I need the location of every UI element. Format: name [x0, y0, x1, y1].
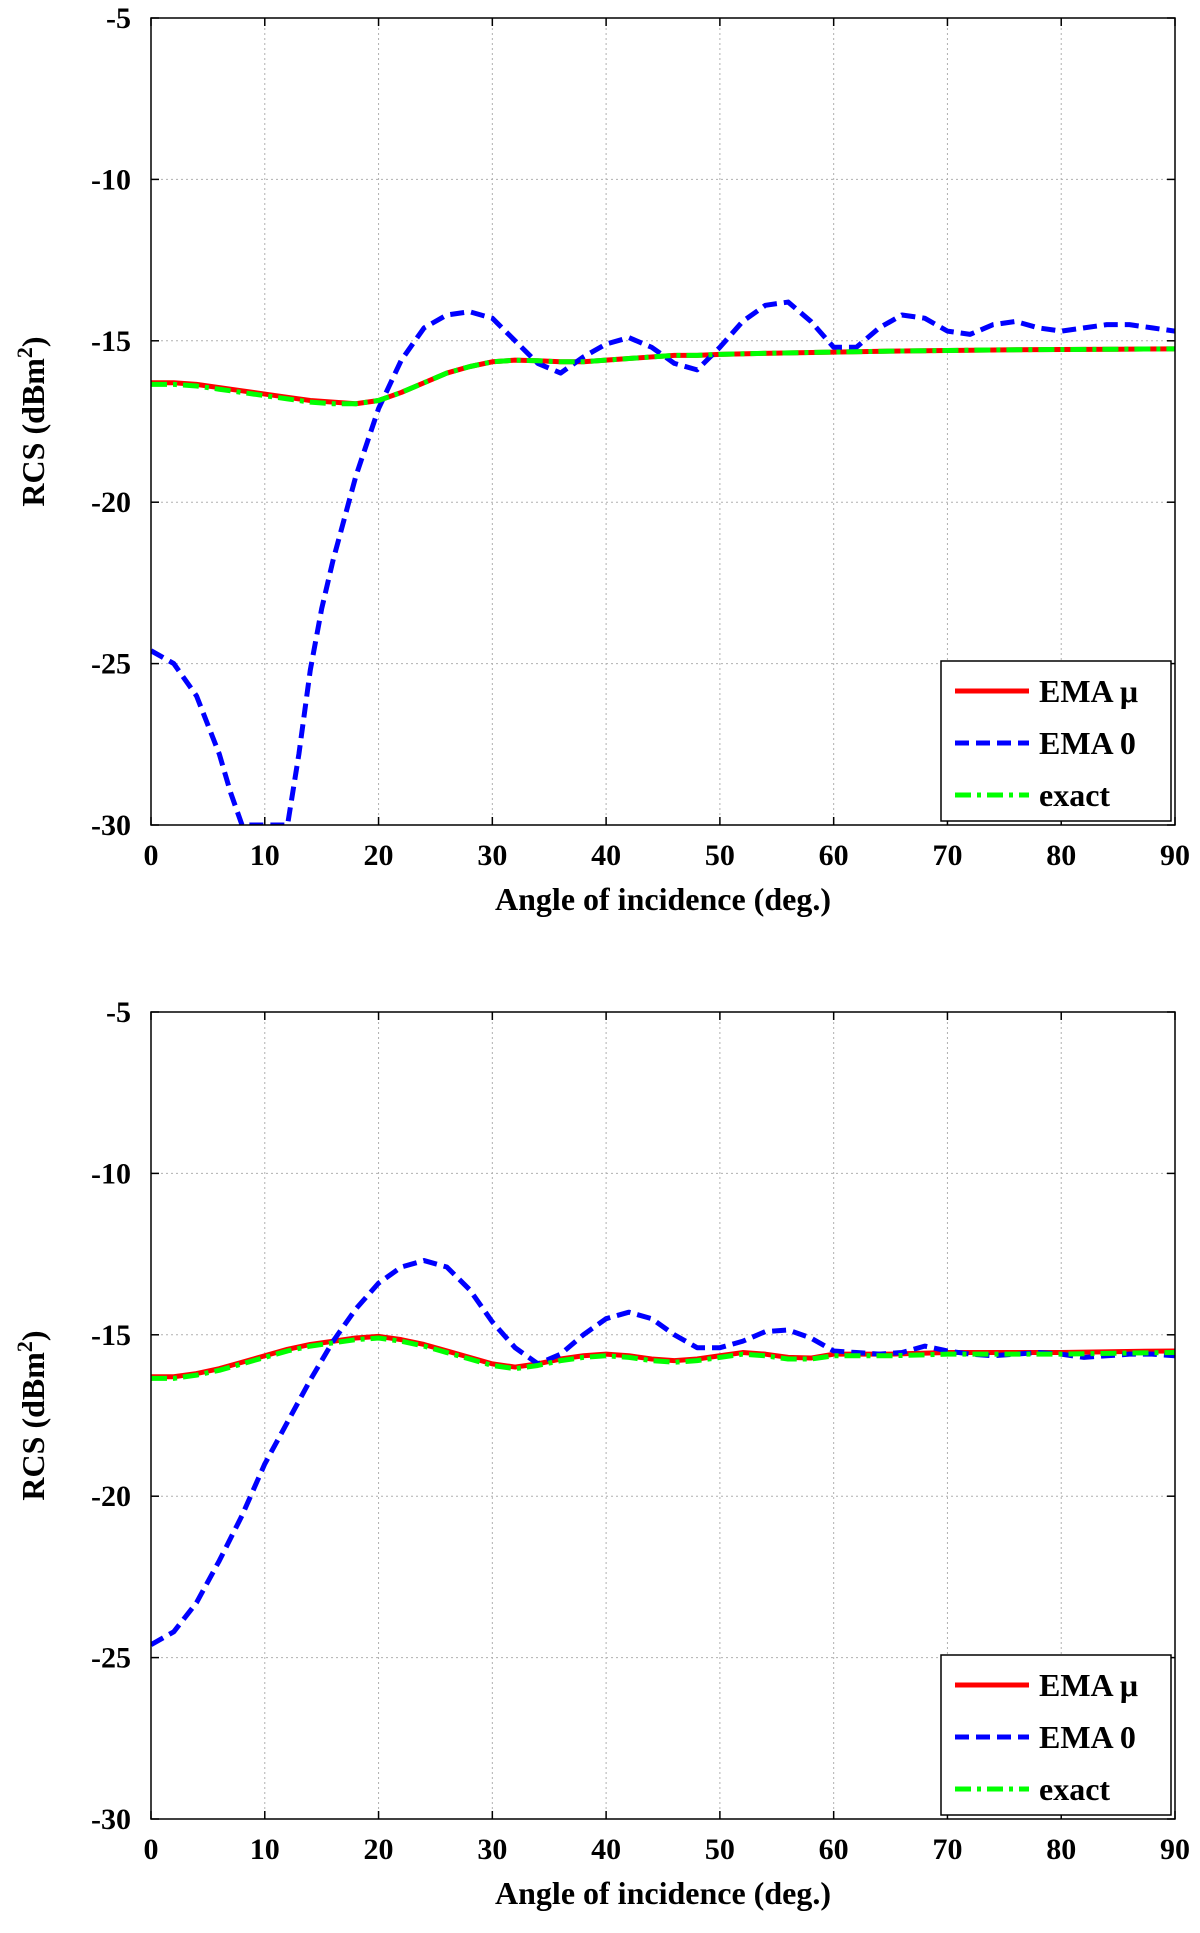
x-axis-label: Angle of incidence (deg.): [495, 1875, 831, 1911]
x-tick-label: 10: [250, 1833, 280, 1866]
x-tick-label: 90: [1160, 839, 1190, 872]
y-tick-label: -15: [91, 1319, 131, 1352]
y-tick-label: -30: [91, 809, 131, 842]
x-tick-label: 70: [932, 1833, 962, 1866]
series-group: [151, 299, 1175, 825]
y-axis-label-main: RCS (dBm: [15, 1352, 51, 1501]
y-axis-label-close: ): [15, 336, 51, 347]
x-tick-label: 50: [705, 1833, 735, 1866]
legend: EMA μ EMA 0 exact: [940, 660, 1172, 822]
x-tick-label: 30: [477, 839, 507, 872]
legend-label-2: exact: [1039, 1771, 1110, 1807]
y-tick-label: -5: [106, 996, 131, 1029]
x-tick-label: 0: [144, 839, 159, 872]
y-axis-label-main: RCS (dBm: [15, 358, 51, 507]
y-tick-label: -5: [106, 2, 131, 35]
legend-label-1: EMA 0: [1039, 1719, 1136, 1755]
chart-top: 0 10 20 30 40 50 60 70 80 90 -5 -10 -15 -20 -25 -30 Angl…: [12, 2, 1190, 917]
y-tick-label: -10: [91, 1157, 131, 1190]
x-tick-label: 70: [932, 839, 962, 872]
y-tick-label: -20: [91, 1480, 131, 1513]
x-tick-label: 0: [144, 1833, 159, 1866]
y-tick-label: -30: [91, 1803, 131, 1836]
chart-bottom: 0 10 20 30 40 50 60 70 80 90 -5 -10 -15 -20 -25 -30 Angl…: [12, 996, 1190, 1911]
x-tick-label: 30: [477, 1833, 507, 1866]
x-tick-label: 90: [1160, 1833, 1190, 1866]
x-tick-label: 40: [591, 1833, 621, 1866]
y-axis-label: RCS (dBm2): [12, 336, 51, 506]
y-axis-label-sup: 2: [12, 347, 37, 358]
x-tick-label: 40: [591, 839, 621, 872]
series-line-2: [151, 346, 1175, 407]
y-tick-label: -15: [91, 325, 131, 358]
legend-label-2: exact: [1039, 777, 1110, 813]
series-line-2: [151, 1335, 1175, 1381]
y-axis-label: RCS (dBm2): [12, 1330, 51, 1500]
series-line-1: [151, 299, 1175, 825]
x-axis-label: Angle of incidence (deg.): [495, 881, 831, 917]
x-tick-label: 20: [364, 839, 394, 872]
y-tick-label: -25: [91, 648, 131, 681]
x-tick-label: 50: [705, 839, 735, 872]
series-line-1: [151, 1258, 1175, 1647]
y-tick-label: -25: [91, 1642, 131, 1675]
y-tick-label: -10: [91, 163, 131, 196]
x-tick-label: 60: [819, 839, 849, 872]
x-tick-label: 80: [1046, 839, 1076, 872]
series-group: [151, 1258, 1175, 1647]
legend: EMA μ EMA 0 exact: [940, 1654, 1172, 1816]
x-tick-label: 80: [1046, 1833, 1076, 1866]
legend-label-1: EMA 0: [1039, 725, 1136, 761]
axes-frame: [150, 17, 1176, 826]
legend-label-0: EMA μ: [1039, 673, 1138, 709]
y-axis-label-sup: 2: [12, 1341, 37, 1352]
x-tick-label: 10: [250, 839, 280, 872]
x-tick-label: 60: [819, 1833, 849, 1866]
y-tick-label: -20: [91, 486, 131, 519]
legend-label-0: EMA μ: [1039, 1667, 1138, 1703]
axes-frame: [150, 1011, 1176, 1820]
y-axis-label-close: ): [15, 1330, 51, 1341]
x-tick-label: 20: [364, 1833, 394, 1866]
